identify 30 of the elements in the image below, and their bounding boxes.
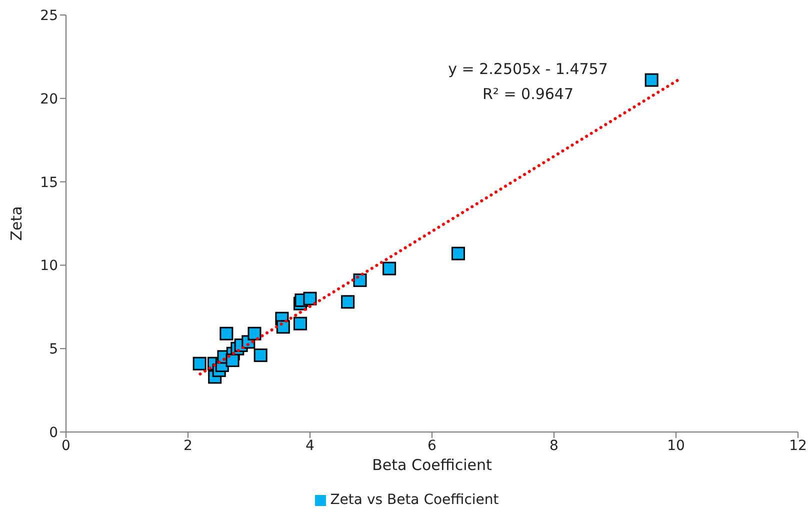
point — [644, 73, 658, 87]
y-tick-label: 25 — [40, 8, 58, 24]
annotation: y = 2.2505x - 1.4757 — [447, 60, 609, 78]
x-tick-label: 6 — [428, 438, 437, 454]
point — [192, 356, 206, 370]
point — [451, 246, 465, 260]
x-tick-label: 12 — [789, 438, 807, 454]
point — [293, 316, 307, 330]
annotation: R² = 0.9647 — [481, 85, 575, 103]
y-tick-label: 20 — [40, 91, 58, 108]
y-tick-label: 15 — [40, 174, 58, 191]
y-tick-label: 0 — [49, 424, 58, 441]
x-tick-label: 10 — [667, 438, 685, 454]
legend-label: Zeta vs Beta Coefficient — [330, 492, 499, 508]
point — [382, 262, 396, 276]
point — [220, 326, 234, 340]
point — [341, 295, 355, 309]
x-tick-label: 0 — [62, 438, 70, 454]
y-axis-title: Zeta — [7, 206, 26, 241]
point — [254, 348, 268, 362]
x-tick-label: 2 — [184, 438, 192, 454]
x-tick-label: 4 — [306, 438, 315, 454]
point — [276, 320, 290, 334]
x-tick-label: 8 — [550, 438, 558, 454]
point — [303, 292, 317, 306]
x-axis-title: Beta Coefficient — [372, 456, 492, 474]
point — [248, 326, 262, 340]
y-tick-label: 10 — [40, 258, 58, 274]
point — [353, 273, 367, 287]
y-tick-label: 5 — [49, 342, 58, 358]
